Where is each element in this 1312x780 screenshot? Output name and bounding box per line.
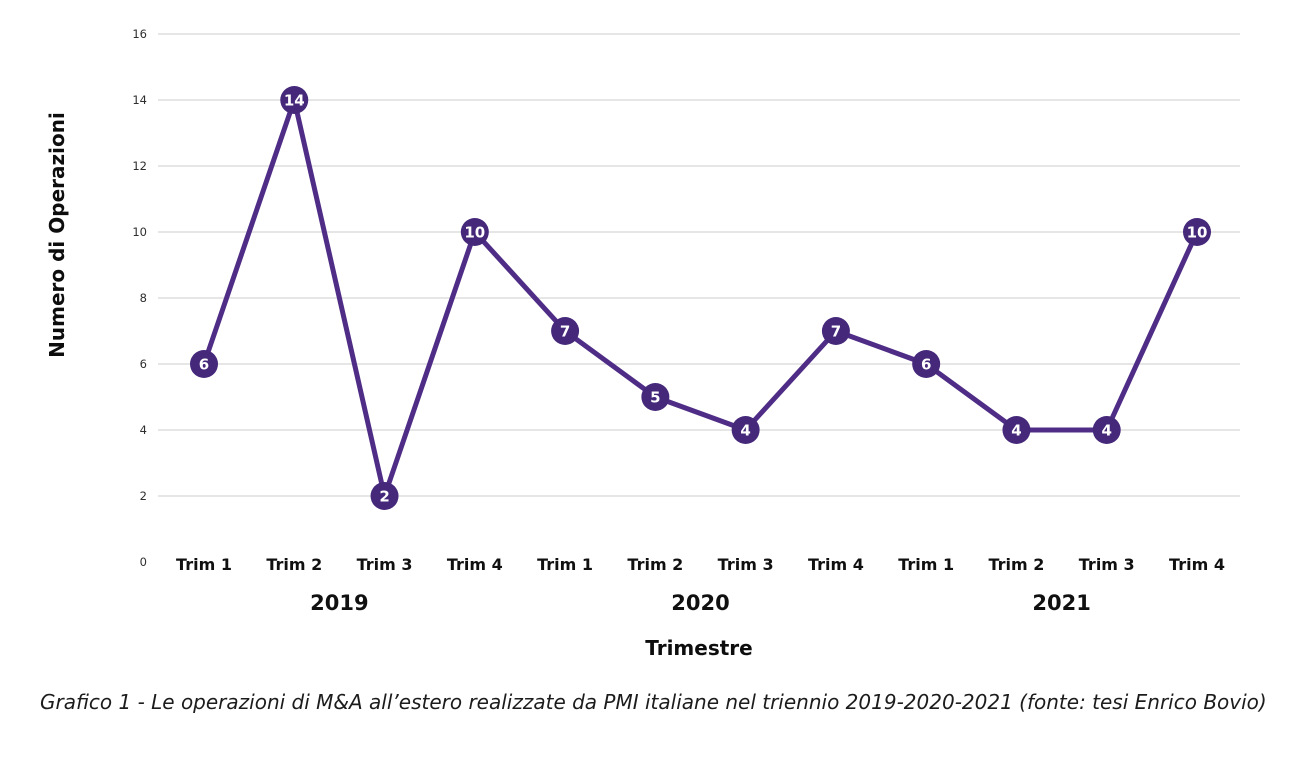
x-axis-title: Trimestre: [645, 636, 753, 660]
data-point-marker: [190, 350, 218, 378]
data-point-value: 2: [379, 487, 389, 505]
data-point-marker: [1183, 218, 1211, 246]
y-tick-label: 12: [132, 159, 147, 173]
chart-caption: Grafico 1 - Le operazioni di M&A all’est…: [40, 690, 1267, 714]
y-tick-label: 10: [132, 225, 147, 239]
y-axis-title: Numero di Operazioni: [45, 112, 69, 358]
data-point-value: 6: [921, 355, 931, 373]
data-point-value: 7: [831, 322, 841, 340]
year-label: 2021: [1032, 591, 1090, 615]
x-tick-label: Trim 4: [447, 555, 503, 574]
data-point-value: 4: [1011, 421, 1021, 439]
x-tick-label: Trim 3: [1079, 555, 1135, 574]
data-point-value: 10: [1187, 223, 1208, 241]
y-tick-label: 6: [140, 357, 147, 371]
x-tick-label: Trim 4: [1169, 555, 1225, 574]
x-tick-label: Trim 4: [808, 555, 864, 574]
data-point-value: 5: [650, 388, 660, 406]
year-label: 2019: [310, 591, 368, 615]
y-tick-label: 0: [140, 555, 147, 569]
data-point-marker: [641, 383, 670, 411]
x-tick-label: Trim 1: [537, 555, 593, 574]
x-tick-label: Trim 3: [718, 555, 774, 574]
x-tick-label: Trim 2: [989, 555, 1045, 574]
x-tick-label: Trim 1: [176, 555, 232, 574]
data-point-marker: [370, 482, 399, 510]
data-point-marker: [460, 218, 489, 246]
year-label: 2020: [671, 591, 729, 615]
y-tick-label: 4: [140, 423, 147, 437]
y-tick-label: 16: [132, 27, 147, 41]
data-point-marker: [280, 86, 309, 114]
data-point-value: 14: [284, 91, 305, 109]
y-tick-label: 8: [140, 291, 147, 305]
data-point-value: 7: [560, 322, 570, 340]
data-point-value: 10: [464, 223, 485, 241]
line-series: [201, 97, 1200, 499]
data-point-value: 4: [740, 421, 750, 439]
data-point-value: 4: [1102, 421, 1112, 439]
data-point-marker: [731, 416, 760, 444]
data-point-marker: [1092, 416, 1121, 444]
x-tick-label: Trim 1: [898, 555, 954, 574]
data-point-marker: [821, 317, 850, 345]
y-tick-label: 14: [132, 93, 147, 107]
data-point-marker: [912, 350, 941, 378]
x-tick-label: Trim 3: [357, 555, 413, 574]
x-tick-label: Trim 2: [266, 555, 322, 574]
x-tick-label: Trim 2: [627, 555, 683, 574]
data-point-value: 6: [199, 355, 209, 373]
y-tick-label: 2: [140, 489, 147, 503]
data-point-marker: [551, 317, 580, 345]
data-point-marker: [1002, 416, 1031, 444]
